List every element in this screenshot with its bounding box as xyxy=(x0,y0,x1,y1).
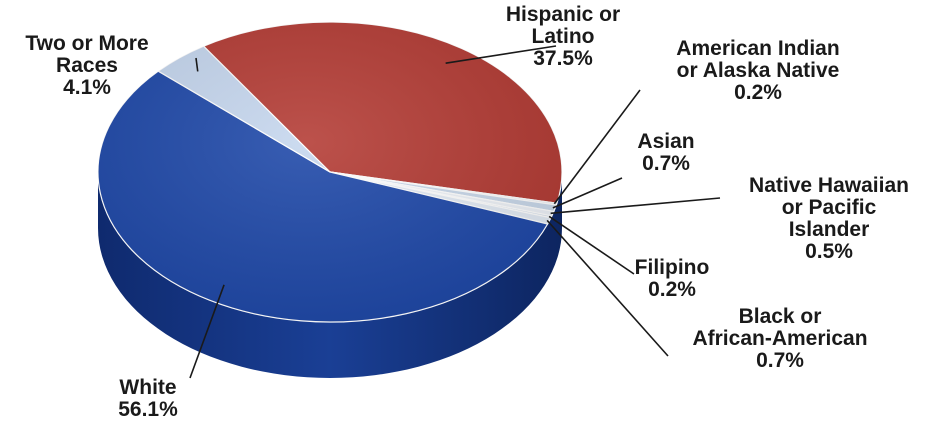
slice-name-label: African-American xyxy=(692,327,867,350)
slice-value-label: 0.5% xyxy=(805,240,853,263)
pie-side-wall xyxy=(98,172,562,378)
slice-label-filipino: Filipino 0.2% xyxy=(635,256,710,301)
leader-line-filipino xyxy=(548,215,635,275)
slice-name-label: or Alaska Native xyxy=(677,59,840,82)
slice-name-label: American Indian xyxy=(676,37,839,60)
slice-label-asian: Asian 0.7% xyxy=(637,130,694,175)
slice-label-black-or-african-american: Black or African-American 0.7% xyxy=(692,305,867,372)
slice-name-label: or Pacific xyxy=(782,196,877,219)
slice-value-label: 37.5% xyxy=(533,47,593,70)
slice-label-hispanic-or-latino: Hispanic or Latino 37.5% xyxy=(506,3,620,70)
pie-slices xyxy=(97,21,563,323)
slice-name-label: Filipino xyxy=(635,256,710,279)
slice-value-label: 0.7% xyxy=(642,152,690,175)
slice-label-white: White 56.1% xyxy=(118,376,178,421)
leader-line-black-or-african-american xyxy=(546,219,669,357)
pie-side xyxy=(98,172,562,378)
leader-lines xyxy=(189,45,721,379)
leader-line-two-or-more-races xyxy=(195,57,199,72)
slice-label-american-indian-or-alaska-native: American Indian or Alaska Native 0.2% xyxy=(676,37,839,104)
slice-value-label: 0.2% xyxy=(734,81,782,104)
slice-name-label: Native Hawaiian xyxy=(749,174,909,197)
leader-line-white xyxy=(189,284,225,379)
slice-name-label: Black or xyxy=(739,305,822,328)
slice-value-label: 56.1% xyxy=(118,398,178,421)
leader-line-native-hawaiian-or-pacific-islander xyxy=(550,197,721,215)
slice-labels: Hispanic or Latino 37.5% American Indian or … xyxy=(25,3,909,421)
slice-label-two-or-more-races: Two or More Races 4.1% xyxy=(25,32,148,99)
slice-label-native-hawaiian-or-pacific-islander: Native Hawaiian or Pacific Islander 0.5% xyxy=(749,174,909,263)
slice-value-label: 0.2% xyxy=(648,278,696,301)
slice-name-label: White xyxy=(119,376,176,399)
slice-name-label: Latino xyxy=(532,25,595,48)
slice-name-label: Asian xyxy=(637,130,694,153)
slice-name-label: Two or More xyxy=(25,32,148,55)
slice-name-label: Islander xyxy=(789,218,870,241)
pie-top-shading xyxy=(98,22,562,322)
slice-value-label: 4.1% xyxy=(63,76,111,99)
slice-name-label: Hispanic or xyxy=(506,3,620,26)
leader-line-hispanic-or-latino xyxy=(445,45,557,65)
leader-line-american-indian-or-alaska-native xyxy=(553,89,641,205)
slice-name-label: Races xyxy=(56,54,118,77)
leader-line-asian xyxy=(552,177,623,209)
slice-value-label: 0.7% xyxy=(756,349,804,372)
